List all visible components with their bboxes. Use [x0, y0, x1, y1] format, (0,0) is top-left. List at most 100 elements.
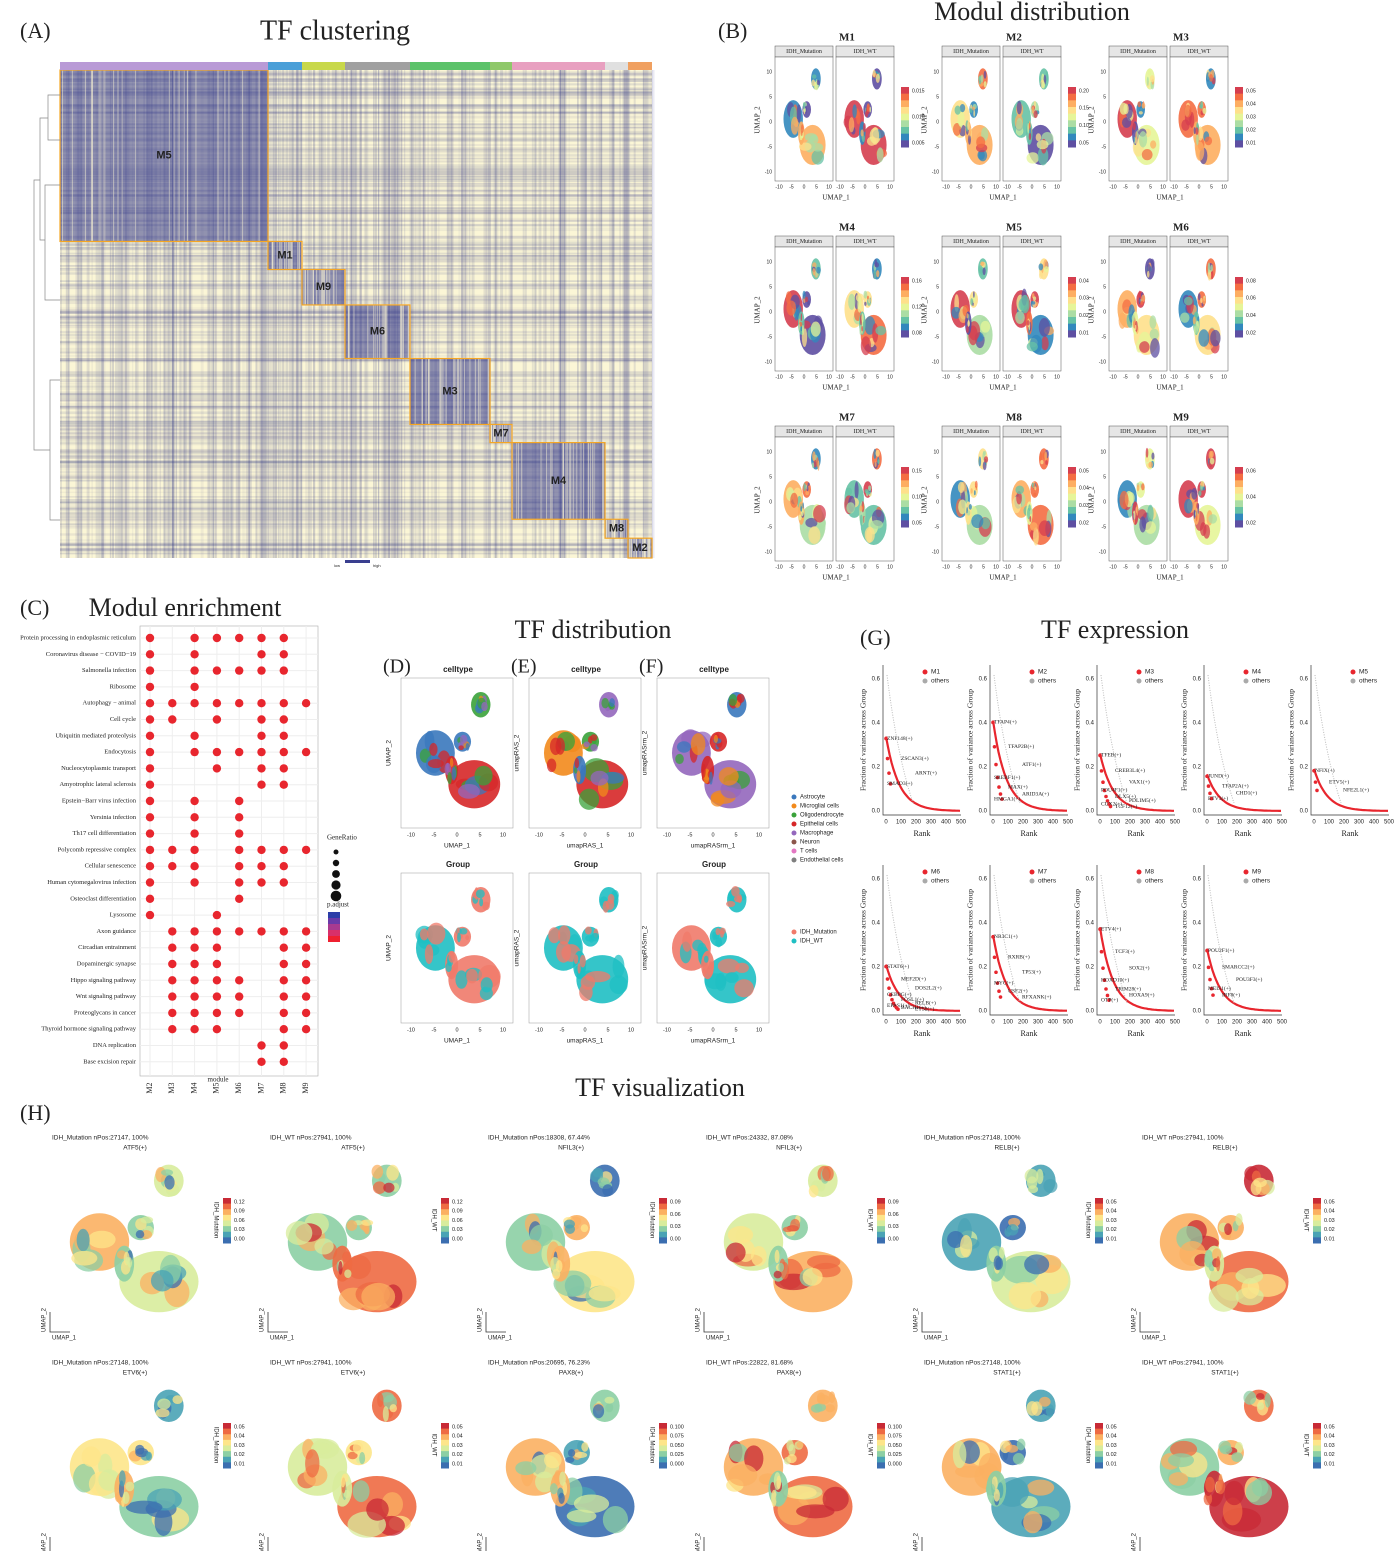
- y-tick-label: 10: [1100, 69, 1106, 75]
- heatmap-stripe: [262, 70, 264, 558]
- y-tick-label: -5: [935, 144, 940, 150]
- y-tick-label: 0.0: [1193, 1009, 1202, 1015]
- colorbar-segment: [1095, 1462, 1103, 1469]
- module-texture: [608, 519, 610, 539]
- module-texture: [332, 269, 334, 305]
- heatmap-stripe: [60, 247, 652, 250]
- module-texture: [258, 70, 260, 242]
- y-tick-label: 0.0: [872, 809, 881, 815]
- module-texture: [631, 538, 633, 558]
- colorbar-segment: [1068, 330, 1076, 338]
- heatmap-stripe: [60, 421, 652, 425]
- module-title: M6: [1173, 222, 1189, 234]
- colorbar-segment: [901, 290, 909, 298]
- colorbar-segment: [1068, 507, 1076, 515]
- heatmap-stripe: [437, 70, 440, 558]
- x-tick-label: 5: [1043, 184, 1046, 190]
- colorbar-segment: [1235, 120, 1243, 128]
- colorbar-tick: 0.05: [234, 1424, 245, 1430]
- heatmap-stripe: [88, 70, 90, 558]
- y-tick-label: 0.2: [1086, 965, 1095, 971]
- colorbar-segment: [877, 1198, 885, 1205]
- umap-speckle: [1151, 452, 1155, 460]
- module-texture: [505, 424, 507, 443]
- heatmap-stripe: [60, 120, 652, 122]
- y-tick-label: 0.4: [1086, 921, 1095, 927]
- legend-dot: [333, 849, 339, 855]
- umap-speckle: [866, 295, 869, 300]
- umap-speckle: [1031, 301, 1036, 305]
- heatmap-stripe: [60, 358, 652, 361]
- heatmap-stripe: [60, 167, 652, 171]
- umap-speckle: [1202, 297, 1207, 305]
- umap-speckle: [775, 1492, 784, 1505]
- heatmap-stripe: [60, 432, 652, 435]
- colorbar-tick: 0.04: [234, 1434, 245, 1440]
- heatmap-stripe: [60, 388, 652, 390]
- gene-label: DLX5(+): [1115, 793, 1136, 800]
- heatmap-stripe: [60, 522, 652, 525]
- enrichment-dot: [279, 862, 288, 871]
- colorbar-tick: 0.100: [888, 1424, 902, 1430]
- heatmap-stripe: [644, 70, 647, 558]
- gene-label: TCF12(+): [1115, 803, 1138, 810]
- gene-label: TCF3(+): [1115, 948, 1135, 955]
- umap-speckle: [854, 481, 859, 499]
- x-axis-label: Rank: [1235, 1029, 1252, 1038]
- umap-speckle: [592, 1404, 605, 1419]
- enrichment-dot: [279, 780, 288, 789]
- colorbar-tick: 0.03: [452, 1227, 463, 1233]
- heatmap-stripe: [265, 70, 269, 558]
- enrichment-dot: [257, 715, 266, 724]
- module-texture: [321, 269, 323, 305]
- heatmap-stripe: [60, 552, 652, 554]
- heatmap-stripe: [300, 70, 303, 558]
- umap-speckle: [1198, 329, 1210, 347]
- heatmap-stripe: [313, 70, 316, 558]
- umap-speckle: [786, 1439, 794, 1452]
- colorbar-label: IDH_WT: [866, 1434, 872, 1457]
- umap-speckle: [804, 296, 809, 303]
- colorbar-tick: 0.03: [1106, 1218, 1117, 1224]
- colorbar-segment: [1095, 1423, 1103, 1430]
- umap-speckle: [968, 128, 971, 137]
- umap-speckle: [954, 105, 961, 115]
- umap-speckle: [459, 927, 468, 935]
- y-axis-label: UMAP_2: [42, 1307, 48, 1332]
- heatmap-stripe: [260, 70, 264, 558]
- heatmap-stripe: [60, 280, 652, 283]
- x-tick-label: 0: [970, 564, 973, 570]
- heatmap-stripe: [278, 70, 281, 558]
- umap-speckle: [675, 753, 684, 765]
- umap-speckle: [816, 266, 821, 274]
- enrichment-dot: [301, 943, 311, 952]
- heatmap-stripe: [60, 455, 652, 458]
- umap-speckle: [808, 526, 821, 544]
- umap-speckle: [1045, 70, 1049, 82]
- x-tick-label: 5: [734, 832, 737, 838]
- gene-point: [997, 989, 1001, 993]
- enrichment-dot: [190, 650, 199, 659]
- heatmap-stripe: [560, 70, 562, 558]
- x-tick-label: 0: [583, 1027, 586, 1033]
- umap-speckle: [457, 932, 461, 943]
- umap-speckle: [567, 1449, 576, 1457]
- heatmap-stripe: [291, 70, 294, 558]
- heatmap-stripe: [335, 70, 338, 558]
- x-tick-label: 5: [876, 374, 879, 380]
- panel-label: (G): [860, 625, 891, 650]
- heatmap-stripe: [101, 70, 105, 558]
- x-tick-label: 0: [455, 832, 458, 838]
- legend-text: high: [373, 563, 381, 568]
- axis-stub: [921, 1537, 923, 1551]
- heatmap-stripe: [291, 70, 293, 558]
- umap-speckle: [1015, 485, 1025, 495]
- heatmap-stripe: [60, 378, 652, 382]
- heatmap-stripe: [60, 212, 652, 215]
- legend-label: Astrocyte: [800, 795, 826, 801]
- x-tick-label: 5: [478, 832, 481, 838]
- axis-stub: [267, 1537, 269, 1551]
- umap-speckle: [802, 290, 806, 299]
- module-texture: [367, 304, 369, 359]
- colorbar-segment: [901, 107, 909, 115]
